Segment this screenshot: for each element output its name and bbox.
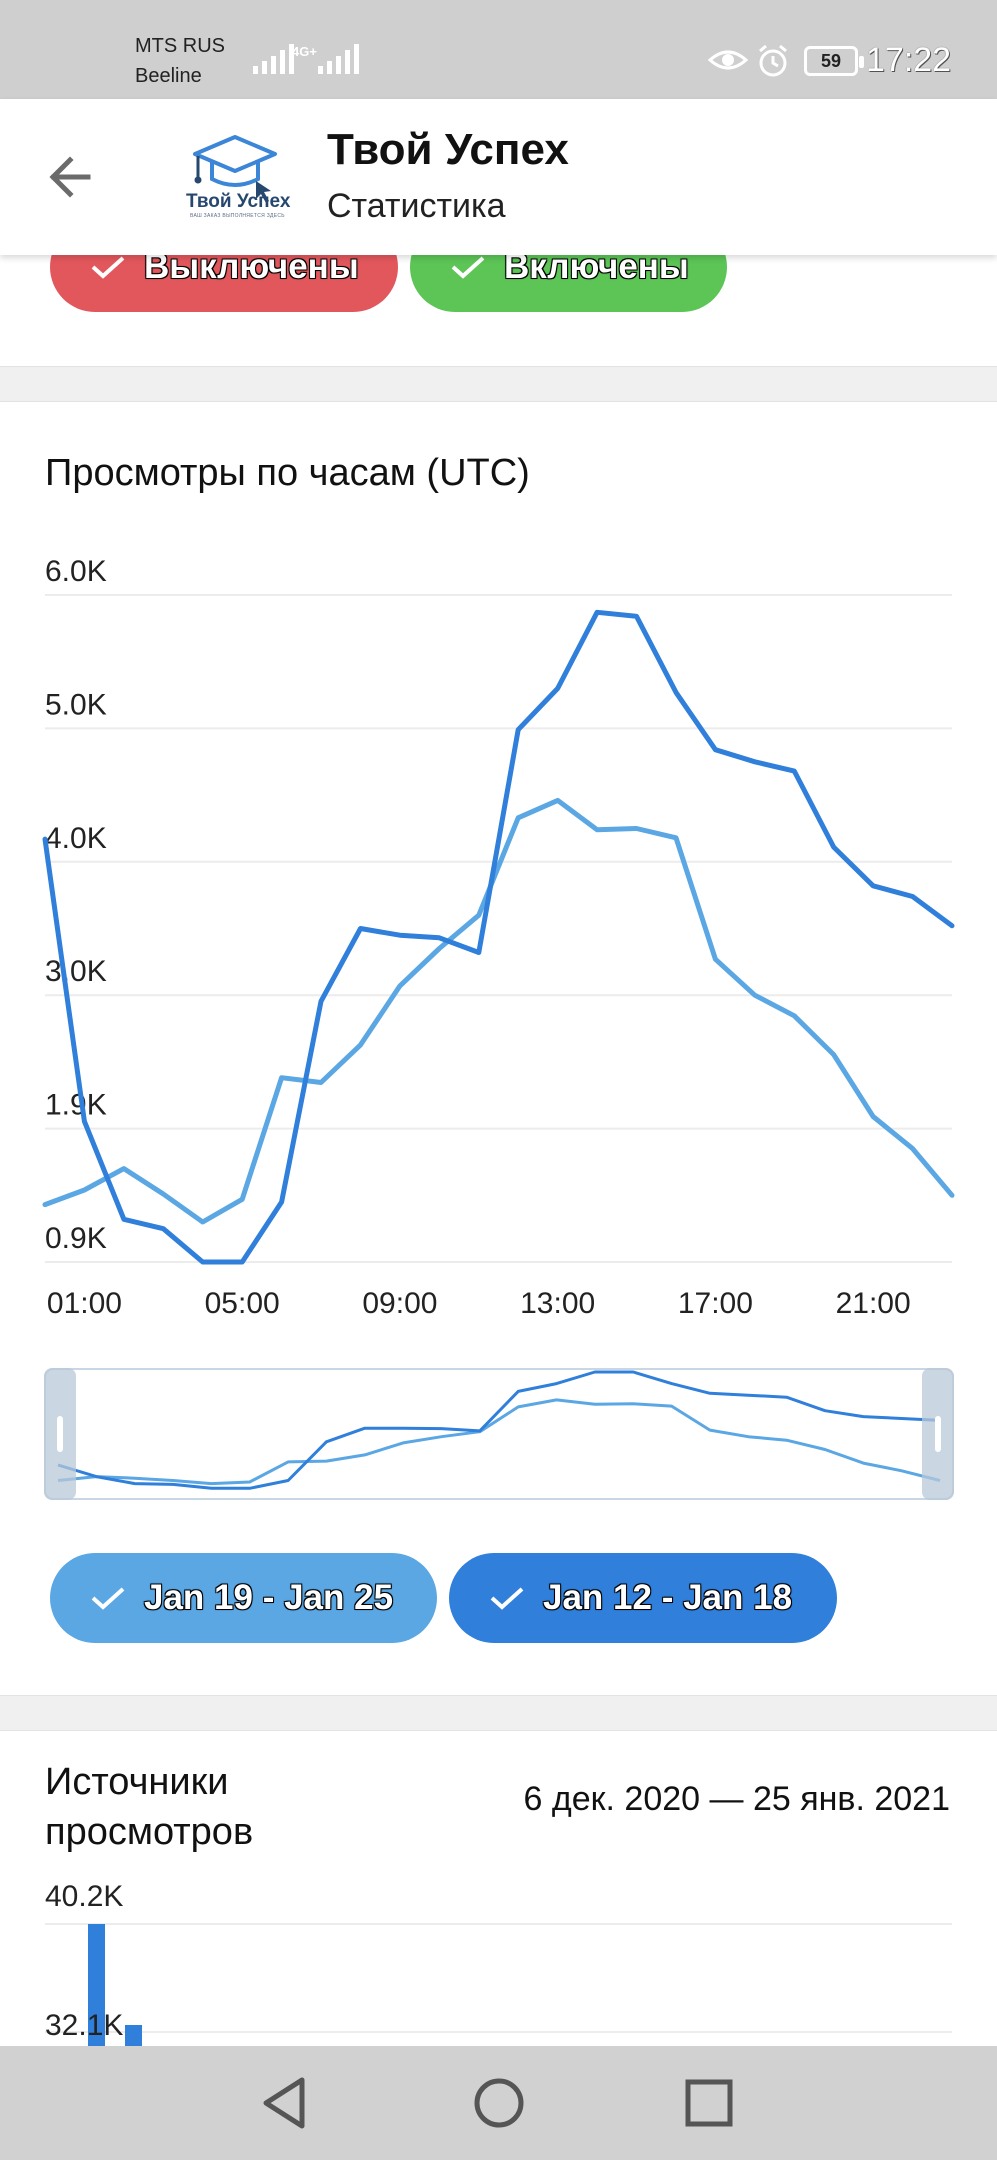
nav-recent-icon[interactable] (676, 2070, 742, 2136)
y-tick-label: 4.0K (45, 822, 107, 855)
x-tick-label: 13:00 (520, 1287, 595, 1320)
y-tick-label: 6.0K (45, 555, 107, 588)
battery-icon: 59 (804, 46, 864, 76)
navigator-line-2 (57, 1370, 941, 1490)
range-grip-left (57, 1416, 63, 1452)
eye-icon (708, 50, 748, 70)
logo-text: Твой Успех (186, 191, 291, 212)
series-chip-jan19-jan25[interactable]: Jan 19 - Jan 25 (50, 1553, 437, 1643)
x-tick-label: 09:00 (362, 1287, 437, 1320)
chart-title: Просмотры по часам (UTC) (45, 452, 530, 494)
nav-home-icon[interactable] (466, 2070, 532, 2136)
y-tick-label: 32.1K (45, 2009, 123, 2042)
page-subtitle: Статистика (327, 187, 506, 225)
series-chip-jan12-jan18[interactable]: Jan 12 - Jan 18 (449, 1553, 837, 1643)
nav-back-icon[interactable] (252, 2070, 318, 2136)
graduation-cap-logo-icon (193, 135, 277, 203)
check-icon (91, 1587, 125, 1610)
status-bar: MTS RUS Beeline 4G+ 59 17:22 (0, 0, 997, 99)
y-tick-label: 0.9K (45, 1222, 107, 1255)
navigator-line-1 (57, 1398, 941, 1486)
arrow-left-icon[interactable] (40, 147, 100, 207)
source-bar (125, 2025, 142, 2046)
series-line-1 (42, 797, 955, 1225)
x-tick-label: 21:00 (836, 1287, 911, 1320)
y-tick-label: 3.0K (45, 955, 107, 988)
sources-title: Источники просмотров (45, 1761, 254, 1853)
status-time: 17:22 (866, 41, 952, 79)
check-icon (91, 256, 125, 279)
logo-tagline: ВАШ ЗАКАЗ ВЫПОЛНЯЕТСЯ ЗДЕСЬ (190, 213, 285, 219)
signal-icon (253, 44, 294, 74)
page-title: Твой Успех (327, 125, 569, 174)
app-bar: Твой Успех ВАШ ЗАКАЗ ВЫПОЛНЯЕТСЯ ЗДЕСЬ Т… (0, 99, 997, 255)
check-icon (490, 1587, 524, 1610)
x-tick-label: 01:00 (47, 1287, 122, 1320)
sources-date-range[interactable]: 6 дек. 2020 — 25 янв. 2021 (523, 1780, 950, 1818)
hourly-views-chart: 6.0K 5.0K 4.0K 3.0K 1.9K 0.9K 01:00 05:00 09:00… (42, 555, 955, 1320)
source-bar (88, 1924, 105, 2046)
chart-range-navigator[interactable] (44, 1368, 954, 1500)
sources-chart: 40.2K 32.1K (45, 1880, 952, 2046)
y-tick-label: 1.9K (45, 1089, 107, 1122)
section-divider (0, 366, 997, 402)
y-tick-label: 40.2K (45, 1880, 123, 1913)
system-nav-bar (0, 2046, 997, 2160)
section-divider (0, 1695, 997, 1731)
carrier-secondary: Beeline (135, 65, 202, 87)
series-chip-label: Jan 12 - Jan 18 (543, 1578, 793, 1617)
x-tick-label: 17:00 (678, 1287, 753, 1320)
carrier-primary: MTS RUS (135, 35, 225, 57)
series-line-2 (42, 609, 955, 1265)
signal-icon (318, 44, 359, 74)
check-icon (451, 256, 485, 279)
x-tick-label: 05:00 (205, 1287, 280, 1320)
network-type: 4G+ (292, 44, 317, 59)
series-chip-label: Jan 19 - Jan 25 (144, 1578, 394, 1617)
range-grip-right (935, 1416, 941, 1452)
alarm-icon (759, 44, 787, 77)
y-tick-label: 5.0K (45, 688, 107, 721)
